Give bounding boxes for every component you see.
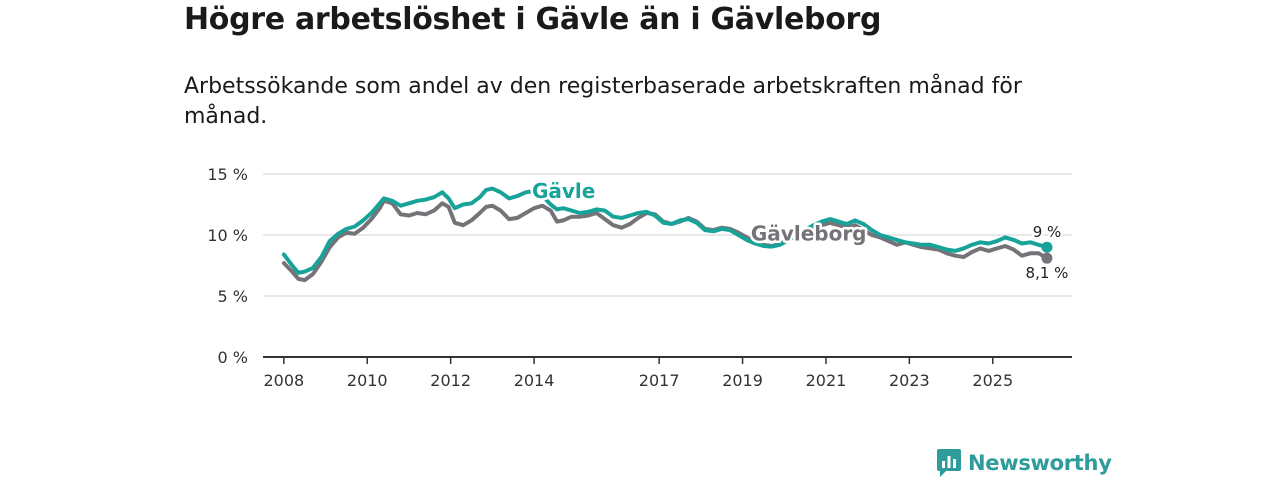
y-tick-label: 10 % xyxy=(207,226,248,245)
series-line-gavleborg xyxy=(281,198,1049,283)
chart-title: Högre arbetslöshet i Gävle än i Gävlebor… xyxy=(184,2,882,37)
series-lines xyxy=(281,186,1053,283)
brand-name: Newsworthy xyxy=(968,451,1112,475)
chart-subtitle: Arbetssökande som andel av den registerb… xyxy=(184,74,1022,129)
series-label-gavleborg: Gävleborg xyxy=(751,221,867,245)
x-tick-label: 2014 xyxy=(514,371,555,390)
y-tick-label: 5 % xyxy=(218,287,248,306)
series-label-gavle: Gävle xyxy=(532,179,595,203)
x-tick-label: 2023 xyxy=(889,371,930,390)
y-tick-label: 15 % xyxy=(207,165,248,184)
end-value-gavleborg: 8,1 % xyxy=(1026,264,1069,282)
grid-lines xyxy=(263,173,1072,297)
newsworthy-logo[interactable]: Newsworthy xyxy=(936,448,1112,478)
x-tick-label: 2025 xyxy=(972,371,1013,390)
x-tick-label: 2010 xyxy=(347,371,388,390)
end-value-gavle-halo: 9 % xyxy=(1033,223,1062,241)
y-tick-label: 0 % xyxy=(218,348,248,367)
end-marker-gavle xyxy=(1041,241,1053,253)
series-line-gavle xyxy=(281,186,1049,275)
x-axis: 2008 2010 2012 2014 2017 2019 2021 2023 2025 xyxy=(263,356,1072,390)
series-label-gavleborg-halo: Gävleborg xyxy=(751,221,867,245)
end-value-gavleborg-halo: 8,1 % xyxy=(1026,264,1069,282)
y-axis-labels: 0 % 5 % 10 % 15 % xyxy=(207,165,248,367)
x-tick-label: 2017 xyxy=(639,371,680,390)
x-tick-label: 2012 xyxy=(430,371,471,390)
x-tick-label: 2019 xyxy=(722,371,763,390)
series-label-gavle-halo: Gävle xyxy=(532,179,595,203)
end-value-gavle: 9 % xyxy=(1033,223,1062,241)
x-tick-label: 2008 xyxy=(263,371,304,390)
end-marker-gavleborg xyxy=(1041,252,1053,264)
newsworthy-chart-icon xyxy=(937,449,961,477)
x-tick-label: 2021 xyxy=(806,371,847,390)
